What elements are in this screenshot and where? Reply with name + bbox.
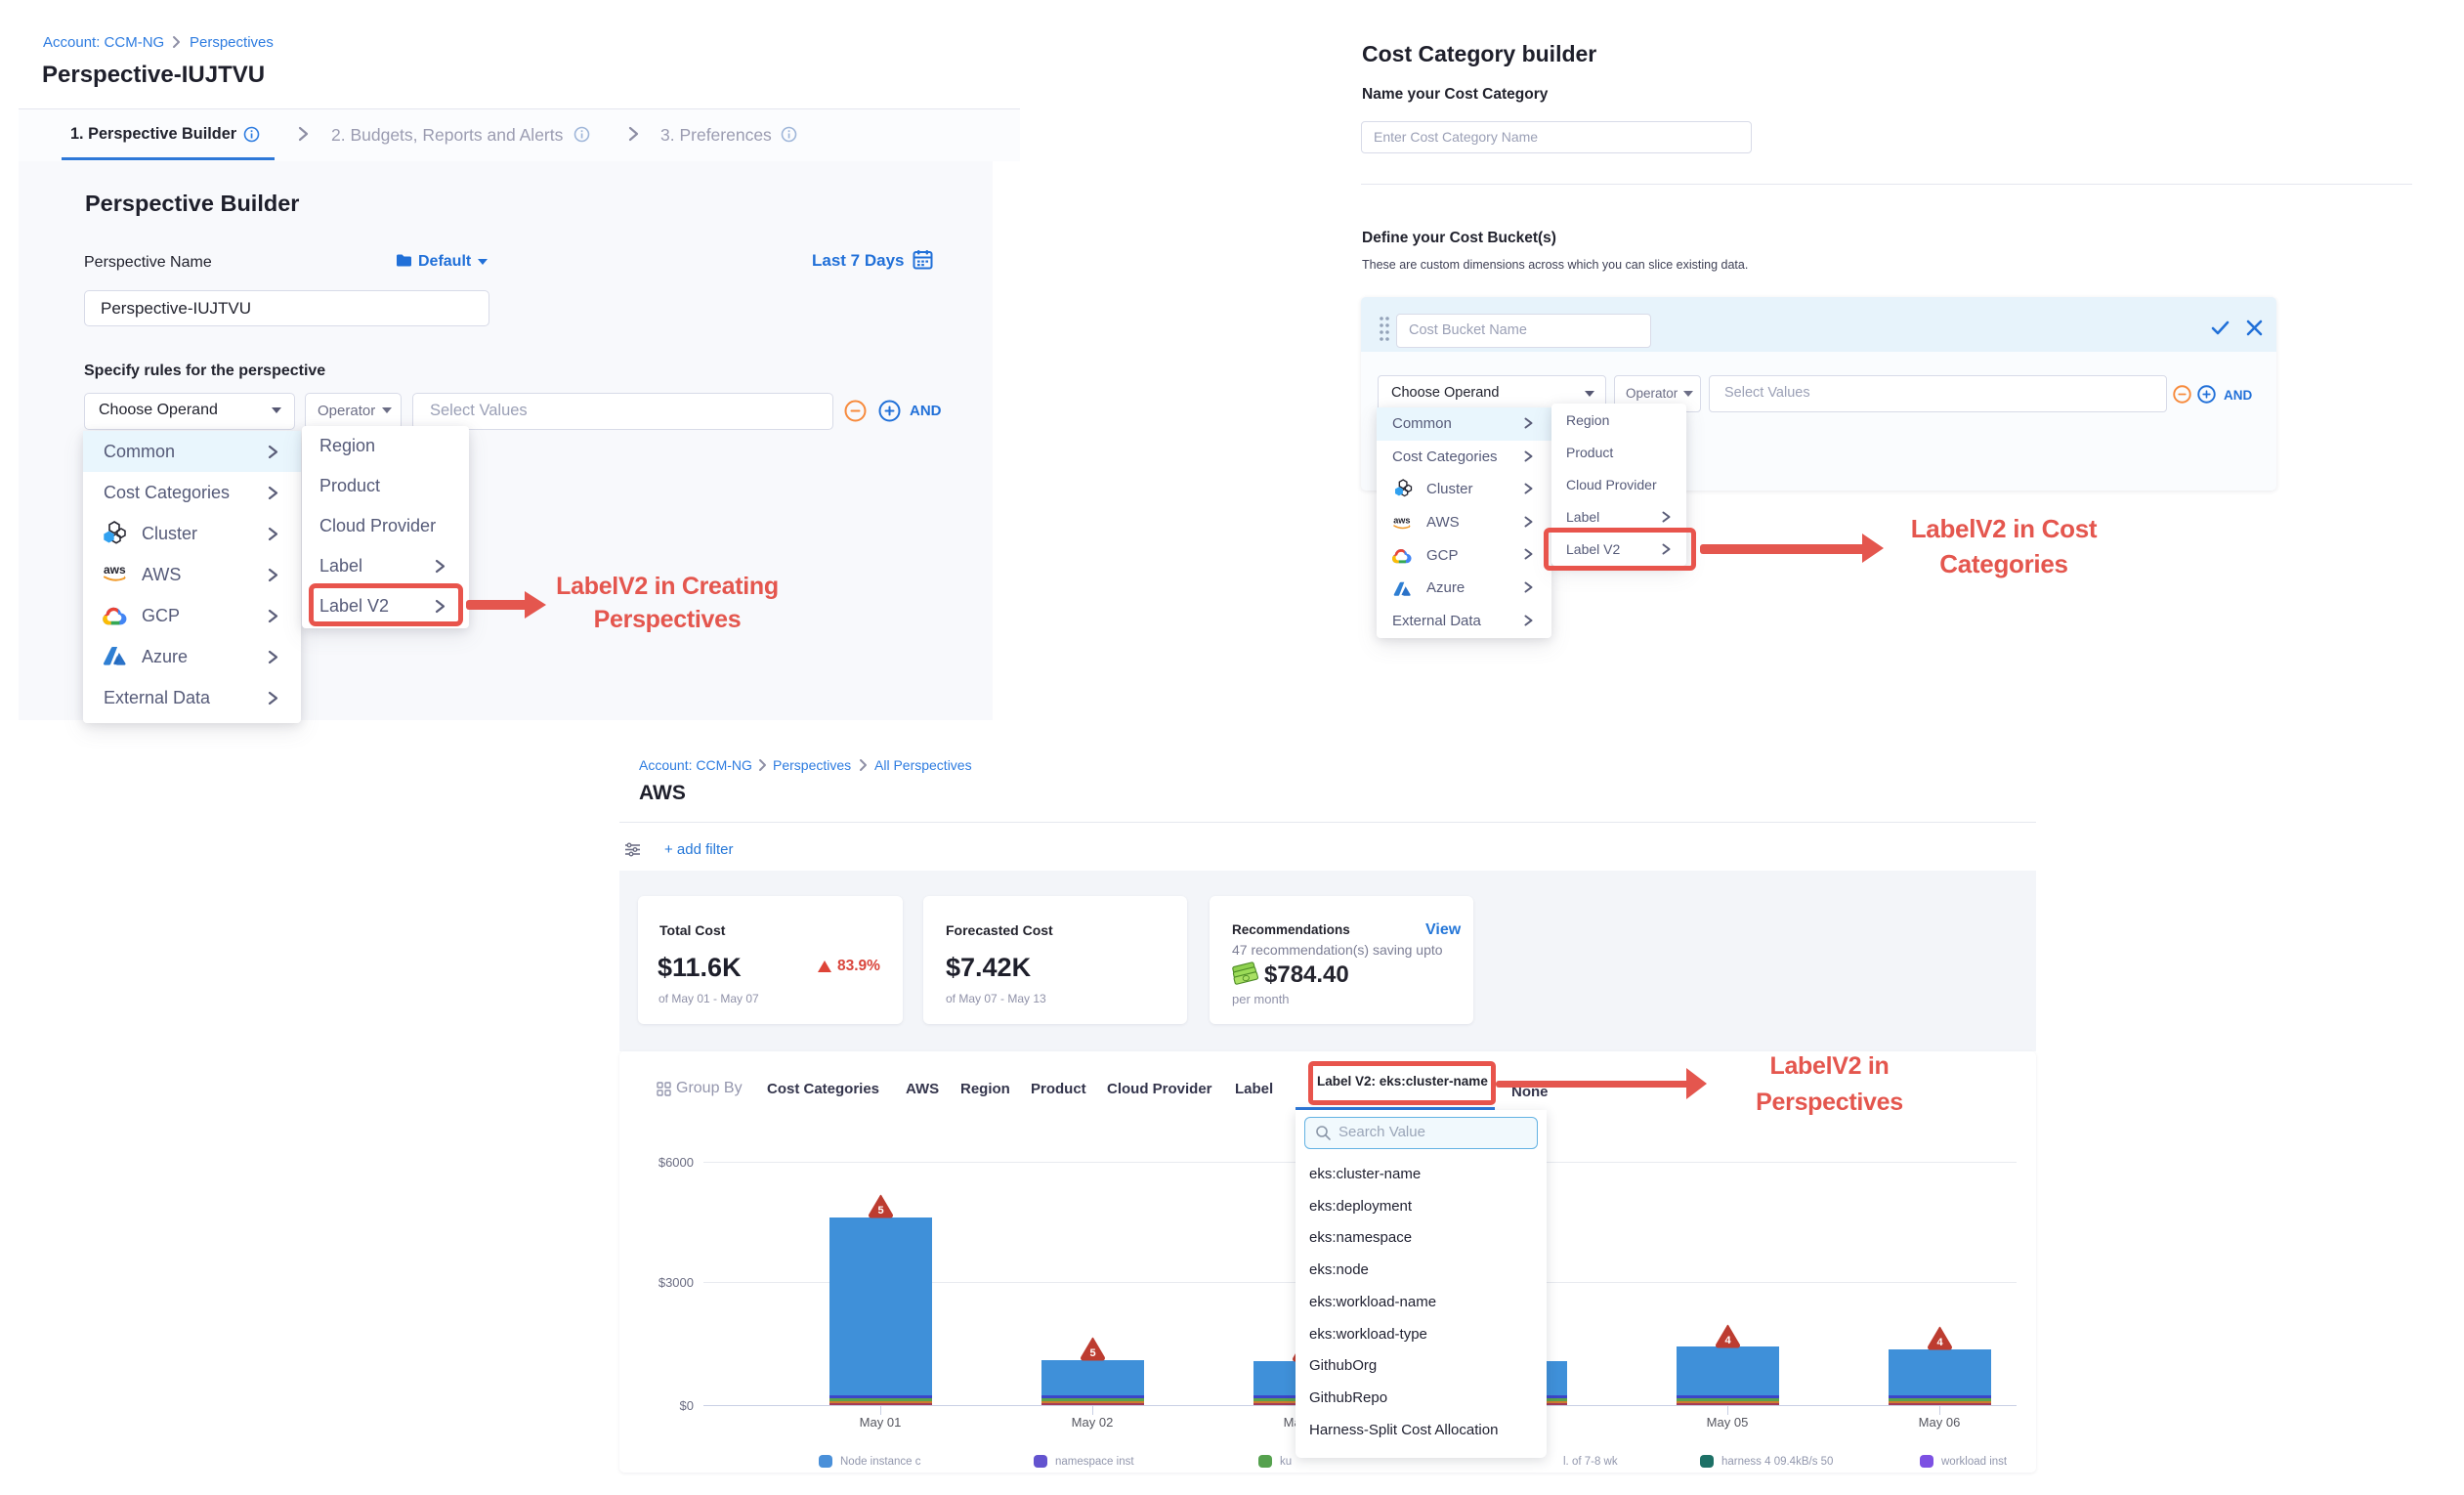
svg-text:5: 5 bbox=[877, 1205, 883, 1217]
svg-text:aws: aws bbox=[1393, 515, 1410, 525]
svg-text:4: 4 bbox=[1936, 1337, 1943, 1348]
svg-text:4: 4 bbox=[1724, 1335, 1731, 1346]
svg-text:aws: aws bbox=[104, 563, 126, 577]
svg-text:5: 5 bbox=[1089, 1347, 1095, 1359]
